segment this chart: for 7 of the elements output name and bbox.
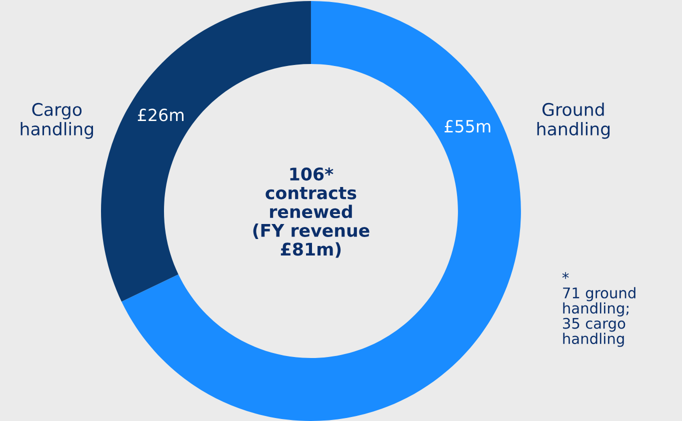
slice-label: Ground handling (537, 102, 610, 139)
data-label: £26m (138, 108, 184, 122)
donut-slice (122, 1, 521, 421)
text: * 71 ground handling; 35 cargo handling (562, 272, 636, 347)
data-label: £55m (444, 120, 490, 133)
text: 106* contracts renewed (FY revenue £81m) (253, 167, 370, 258)
slice-label: Cargo handling (20, 102, 93, 139)
